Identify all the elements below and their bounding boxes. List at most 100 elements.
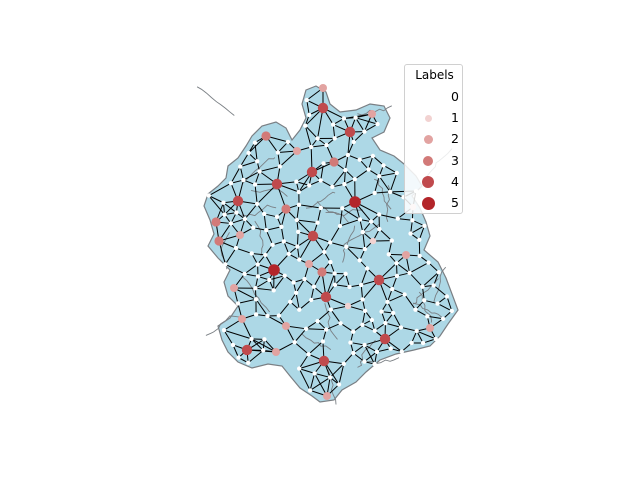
legend-marker (425, 94, 431, 100)
network-edge (364, 344, 378, 353)
internal-border (327, 369, 337, 405)
network-node (251, 225, 256, 230)
network-node (293, 290, 299, 295)
network-node (383, 320, 388, 326)
network-node (252, 140, 258, 145)
network-node (372, 328, 377, 333)
network-node (315, 136, 320, 141)
network-edge (376, 348, 391, 353)
network-edge (259, 165, 281, 173)
network-edge (314, 372, 331, 378)
network-edge (362, 221, 372, 233)
network-node (222, 212, 227, 217)
network-node (277, 164, 283, 169)
network-edge (273, 275, 286, 291)
legend-label: 4 (451, 174, 459, 189)
network-edge (224, 247, 237, 265)
network-node (449, 308, 454, 314)
network-node (318, 178, 323, 183)
network-node (433, 336, 438, 342)
network-edge (343, 352, 354, 365)
network-node (357, 157, 362, 162)
network-node (390, 286, 395, 292)
network-edge (294, 328, 307, 343)
network-edge (296, 181, 310, 186)
network-edge (251, 338, 264, 351)
network-node-label-4 (307, 230, 319, 242)
network-edge (392, 312, 402, 328)
network-edge (329, 225, 341, 243)
network-edge (244, 263, 258, 275)
network-edge (359, 155, 374, 161)
legend-entry-1: 1 (411, 108, 459, 128)
network-edge (296, 204, 300, 221)
network-edge (239, 166, 244, 181)
network-node (377, 226, 382, 232)
network-edge (416, 330, 436, 340)
internal-border (418, 291, 433, 323)
network-node (311, 284, 317, 289)
network-node (255, 274, 261, 279)
network-node (357, 217, 363, 222)
network-edge (232, 344, 240, 358)
network-node-label-3 (281, 204, 291, 214)
network-edge (330, 241, 347, 248)
network-node-label-3 (211, 217, 221, 227)
network-node (337, 223, 343, 229)
network-edge (243, 171, 260, 181)
network-edge (310, 286, 315, 300)
network-edge (239, 152, 250, 167)
network-node (431, 283, 436, 288)
network-edge (298, 204, 321, 209)
network-node (255, 262, 260, 267)
network-edge (266, 226, 282, 231)
network-node (422, 223, 427, 228)
network-node (343, 167, 348, 173)
network-edge (308, 341, 324, 355)
network-node-label-5 (268, 264, 280, 276)
network-node (394, 273, 400, 279)
network-node (271, 288, 276, 293)
network-node (410, 218, 415, 223)
network-node (379, 309, 384, 314)
network-node (294, 179, 299, 184)
network-node (366, 167, 371, 172)
network-edge (309, 373, 316, 391)
network-edge (418, 225, 425, 240)
network-node (389, 238, 394, 243)
network-node (345, 152, 351, 158)
network-edge (354, 169, 369, 180)
network-node (275, 150, 281, 155)
network-node (223, 262, 228, 267)
network-edge (237, 298, 257, 304)
network-edge (347, 141, 355, 156)
network-node-label-4 (344, 126, 356, 138)
network-edge (409, 272, 423, 288)
network-edge (263, 213, 267, 231)
network-node (324, 327, 329, 332)
network-node (320, 339, 326, 344)
network-edge (415, 309, 428, 317)
network-edge (330, 309, 342, 324)
network-node (302, 276, 307, 282)
network-node (297, 307, 302, 312)
network-edge (294, 341, 309, 355)
network-edge (410, 225, 425, 234)
network-edge (391, 275, 398, 290)
network-edge (360, 268, 368, 286)
internal-border (343, 223, 380, 246)
network-node (295, 244, 300, 249)
network-edge (343, 170, 346, 185)
network-edge (253, 227, 267, 231)
legend-marker (422, 176, 434, 188)
network-node (279, 224, 284, 229)
network-edge (317, 309, 332, 322)
network-node (297, 366, 302, 371)
network-edge (277, 141, 289, 153)
network-node (386, 252, 391, 257)
legend-entry-3: 3 (411, 151, 459, 171)
network-node-label-2 (293, 147, 301, 155)
network-edge (387, 288, 393, 303)
network-node (359, 282, 364, 288)
network-node (414, 328, 419, 334)
